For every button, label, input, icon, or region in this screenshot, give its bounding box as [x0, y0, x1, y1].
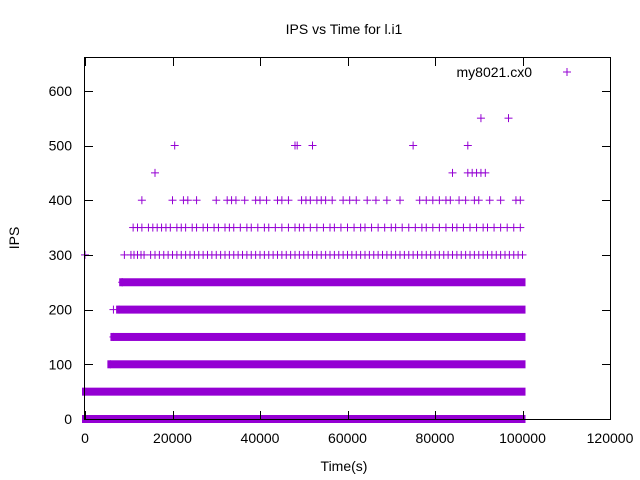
legend-label: my8021.cx0: [457, 64, 533, 80]
x-tick-label: 40000: [241, 430, 280, 446]
data-point: [446, 196, 455, 205]
chart-title: IPS vs Time for l.i1: [286, 21, 403, 37]
y-tick-label: 500: [49, 138, 73, 154]
x-axis: 0 20000 40000 60000 80000 100000 120000: [81, 58, 634, 446]
x-tick-label: 100000: [499, 430, 546, 446]
y-axis: 0 100 200 300 400 500 600: [49, 83, 610, 427]
x-tick-label: 120000: [587, 430, 634, 446]
y-tick-label: 400: [49, 192, 73, 208]
y-tick-label: 200: [49, 302, 73, 318]
data-point: [396, 196, 404, 205]
data-point: [518, 250, 527, 259]
data-point: [308, 141, 317, 150]
data-point: [448, 168, 457, 177]
legend-marker: [563, 68, 571, 76]
data-point: [371, 196, 380, 205]
data-point: [137, 196, 146, 205]
data-point: [231, 196, 240, 205]
data-point: [170, 141, 179, 150]
plot-frame: [84, 57, 611, 420]
data-point: [183, 196, 192, 205]
data-point: [151, 168, 159, 177]
data-point: [352, 196, 361, 205]
data-point: [409, 141, 418, 150]
data-point: [240, 196, 249, 205]
data-band: [110, 332, 526, 341]
x-tick-label: 80000: [416, 430, 455, 446]
data-point: [516, 196, 525, 205]
data-point: [262, 196, 271, 205]
y-tick-label: 600: [49, 83, 73, 99]
data-point: [328, 196, 337, 205]
data-band: [116, 305, 526, 314]
data-band: [82, 387, 526, 396]
data-point: [109, 305, 118, 314]
data-point: [516, 223, 525, 232]
data-point: [496, 196, 505, 205]
data-point: [363, 196, 372, 205]
data-point: [382, 196, 391, 205]
data-point: [168, 196, 177, 205]
data-point: [293, 141, 302, 150]
data-point: [476, 114, 485, 123]
data-point: [192, 196, 201, 205]
data-point: [474, 196, 483, 205]
x-tick-label: 20000: [153, 430, 192, 446]
x-tick-label: 60000: [328, 430, 367, 446]
data-point: [212, 196, 221, 205]
y-tick-label: 0: [64, 411, 72, 427]
plot-points: [81, 114, 527, 423]
data-point: [481, 168, 490, 177]
data-point: [504, 114, 513, 123]
legend: my8021.cx0: [457, 64, 571, 80]
data-point: [109, 332, 118, 341]
data-band: [107, 360, 526, 369]
y-tick-label: 100: [49, 356, 73, 372]
x-tick-label: 0: [81, 430, 89, 446]
data-point: [485, 196, 494, 205]
y-tick-label: 300: [49, 247, 73, 263]
x-axis-label: Time(s): [321, 458, 368, 474]
data-point: [463, 141, 472, 150]
data-point: [284, 196, 293, 205]
y-axis-label: IPS: [6, 227, 22, 250]
data-point: [118, 278, 127, 287]
data-band: [119, 278, 526, 287]
data-point: [461, 196, 470, 205]
